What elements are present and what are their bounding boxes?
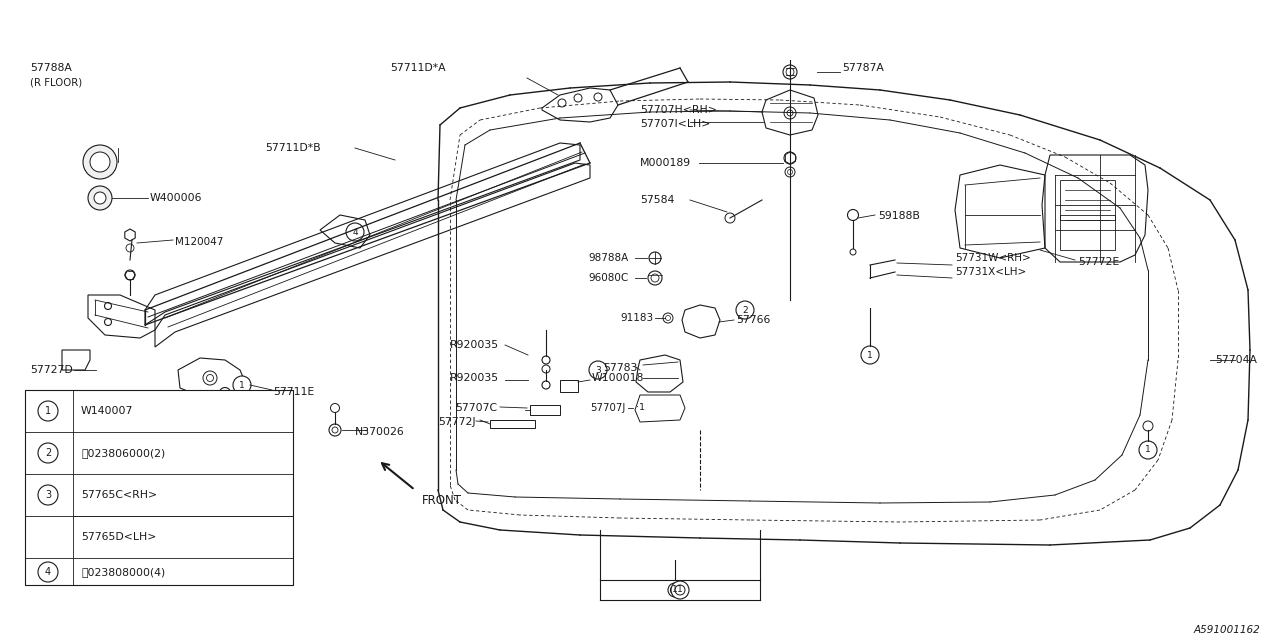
Circle shape — [1139, 441, 1157, 459]
Text: W140007: W140007 — [81, 406, 133, 416]
Circle shape — [736, 301, 754, 319]
Circle shape — [38, 485, 58, 505]
Text: 57707J: 57707J — [590, 403, 626, 413]
Circle shape — [83, 145, 116, 179]
Bar — [1060, 215, 1115, 250]
Text: 57772E: 57772E — [1078, 257, 1119, 267]
Circle shape — [346, 223, 364, 241]
Text: 57731X<LH>: 57731X<LH> — [955, 267, 1027, 277]
Text: 1: 1 — [672, 586, 678, 595]
Text: ⓝ023808000(4): ⓝ023808000(4) — [81, 567, 165, 577]
Text: 57704A: 57704A — [1215, 355, 1257, 365]
Text: 2: 2 — [45, 448, 51, 458]
Text: 57765C<RH>: 57765C<RH> — [81, 490, 157, 500]
Text: 1: 1 — [867, 351, 873, 360]
Text: 57787A: 57787A — [842, 63, 884, 73]
Text: 59188B: 59188B — [878, 211, 920, 221]
Circle shape — [861, 346, 879, 364]
Text: 57788A: 57788A — [29, 63, 72, 73]
Text: 4: 4 — [45, 567, 51, 577]
Circle shape — [38, 562, 58, 582]
Text: 57783: 57783 — [603, 363, 637, 373]
Text: 57584: 57584 — [640, 195, 675, 205]
Text: 1: 1 — [239, 381, 244, 390]
Circle shape — [38, 401, 58, 421]
Text: 57772J: 57772J — [438, 417, 476, 427]
Text: M000189: M000189 — [640, 158, 691, 168]
Text: ⓝ023806000(2): ⓝ023806000(2) — [81, 448, 165, 458]
Circle shape — [671, 581, 689, 599]
Text: M120047: M120047 — [175, 237, 224, 247]
Text: 57707I<LH>: 57707I<LH> — [640, 119, 710, 129]
Circle shape — [589, 361, 607, 379]
Bar — [26, 390, 293, 585]
Text: 1: 1 — [45, 406, 51, 416]
Text: 57711D*A: 57711D*A — [390, 63, 445, 73]
Text: 3: 3 — [595, 365, 600, 374]
Bar — [1060, 180, 1115, 220]
Text: 57707C: 57707C — [454, 403, 497, 413]
Circle shape — [671, 586, 680, 595]
Text: 57766: 57766 — [736, 315, 771, 325]
Circle shape — [93, 192, 106, 204]
Circle shape — [668, 583, 682, 597]
Text: 91183: 91183 — [620, 313, 653, 323]
Text: 3: 3 — [45, 490, 51, 500]
Text: W100018: W100018 — [593, 373, 644, 383]
Text: A591001162: A591001162 — [1193, 625, 1260, 635]
Text: 98788A: 98788A — [588, 253, 628, 263]
Bar — [490, 420, 535, 428]
Circle shape — [88, 186, 113, 210]
Text: ·1: ·1 — [636, 403, 645, 413]
Text: 57711D*B: 57711D*B — [265, 143, 320, 153]
Text: 57727D: 57727D — [29, 365, 73, 375]
Circle shape — [233, 376, 251, 394]
Text: 57711E: 57711E — [273, 387, 315, 397]
Text: 1: 1 — [1146, 445, 1151, 454]
Text: 57765D<LH>: 57765D<LH> — [81, 532, 156, 542]
Text: 1: 1 — [677, 586, 682, 595]
Text: 96080C: 96080C — [588, 273, 628, 283]
Circle shape — [90, 152, 110, 172]
Circle shape — [38, 443, 58, 463]
Text: (R FLOOR): (R FLOOR) — [29, 77, 82, 87]
Bar — [530, 405, 561, 415]
Text: W400006: W400006 — [150, 193, 202, 203]
Text: 4: 4 — [352, 227, 358, 237]
Text: FRONT: FRONT — [422, 493, 462, 506]
Bar — [561, 380, 579, 392]
Text: 57731W<RH>: 57731W<RH> — [955, 253, 1030, 263]
Text: R920035: R920035 — [451, 373, 499, 383]
Text: R920035: R920035 — [451, 340, 499, 350]
Text: N370026: N370026 — [355, 427, 404, 437]
Text: 57707H<RH>: 57707H<RH> — [640, 105, 717, 115]
Text: 2: 2 — [742, 305, 748, 314]
